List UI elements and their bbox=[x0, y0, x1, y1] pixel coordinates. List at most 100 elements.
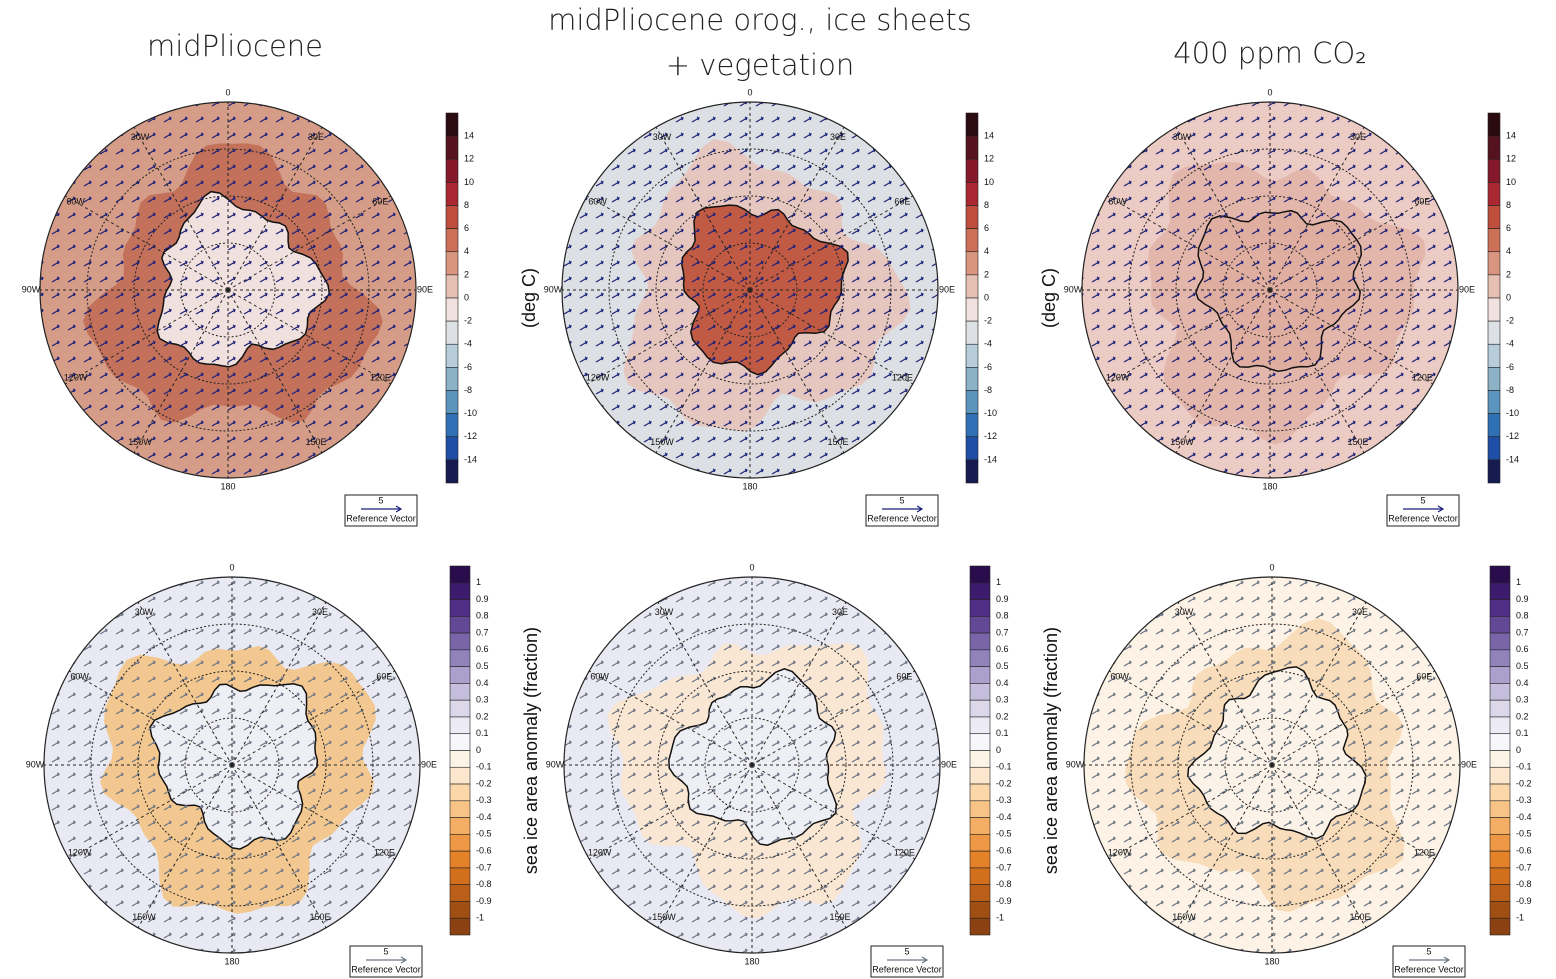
colorbar-tick-label: 0.6 bbox=[1516, 644, 1529, 654]
colorbar-box bbox=[446, 344, 458, 367]
longitude-label: 180 bbox=[220, 481, 235, 491]
column-title: midPliocene bbox=[147, 29, 323, 63]
colorbar-box bbox=[1490, 751, 1510, 768]
colorbar-tick-label: -2 bbox=[1506, 316, 1514, 326]
colorbar-tick-label: -12 bbox=[1506, 431, 1519, 441]
longitude-label: 120E bbox=[374, 847, 395, 857]
colorbar-box bbox=[970, 801, 990, 818]
reference-vector-magnitude: 5 bbox=[904, 946, 909, 956]
colorbar-tick-label: -0.4 bbox=[476, 812, 492, 822]
longitude-label: 150W bbox=[1170, 437, 1194, 447]
colorbar-tick-label: -4 bbox=[1506, 339, 1514, 349]
colorbar-box bbox=[446, 391, 458, 414]
colorbar-box bbox=[970, 717, 990, 734]
longitude-label: 90W bbox=[1066, 759, 1085, 769]
colorbar-tick-label: 0.4 bbox=[476, 678, 489, 688]
colorbar-box bbox=[446, 229, 458, 252]
colorbar-tick-label: -0.9 bbox=[476, 896, 492, 906]
colorbar-tick-label: -4 bbox=[464, 339, 472, 349]
colorbar-box bbox=[446, 252, 458, 275]
colorbar-tick-label: 0.8 bbox=[1516, 611, 1529, 621]
longitude-label: 60E bbox=[894, 196, 910, 206]
colorbar-tick-label: 2 bbox=[984, 269, 989, 279]
colorbar-box bbox=[1490, 851, 1510, 868]
colorbar-tick-label: -2 bbox=[464, 316, 472, 326]
colorbar-tick-label: 0.1 bbox=[996, 728, 1009, 738]
colorbar-box bbox=[446, 460, 458, 483]
colorbar-tick-label: 0.6 bbox=[476, 644, 489, 654]
longitude-label: 60W bbox=[66, 196, 85, 206]
colorbar-box bbox=[450, 818, 470, 835]
longitude-label: 60W bbox=[1108, 196, 1127, 206]
colorbar-box bbox=[970, 633, 990, 650]
colorbar-box bbox=[1488, 298, 1500, 321]
colorbar-box bbox=[970, 734, 990, 751]
colorbar-box bbox=[1490, 784, 1510, 801]
polar-map: 030E60E90E120E150E180150W120W90W60W30W bbox=[1064, 87, 1475, 491]
longitude-label: 180 bbox=[1264, 956, 1279, 966]
longitude-label: 180 bbox=[1262, 481, 1277, 491]
colorbar-tick-label: -0.6 bbox=[1516, 846, 1532, 856]
longitude-label: 0 bbox=[225, 87, 230, 97]
colorbar-tick-label: 0.9 bbox=[1516, 594, 1529, 604]
colorbar-tick-label: -8 bbox=[1506, 385, 1514, 395]
colorbar-box bbox=[450, 566, 470, 583]
longitude-label: 60E bbox=[1416, 671, 1432, 681]
polar-map: 030E60E90E120E150E180150W120W90W60W30W bbox=[1066, 562, 1477, 966]
colorbar-box bbox=[1490, 801, 1510, 818]
colorbar-box bbox=[450, 784, 470, 801]
colorbar-box bbox=[970, 767, 990, 784]
colorbar-box bbox=[1490, 734, 1510, 751]
colorbar-box bbox=[450, 767, 470, 784]
colorbar-box bbox=[1490, 583, 1510, 600]
longitude-label: 30W bbox=[653, 132, 672, 142]
colorbar-box bbox=[1490, 616, 1510, 633]
colorbar-box bbox=[450, 700, 470, 717]
colorbar-box bbox=[446, 182, 458, 205]
colorbar-tick-label: -0.3 bbox=[996, 795, 1012, 805]
colorbar-tick-label: 8 bbox=[1506, 200, 1511, 210]
longitude-label: 90E bbox=[1461, 759, 1477, 769]
colorbar-tick-label: 1 bbox=[476, 577, 481, 587]
longitude-label: 180 bbox=[742, 481, 757, 491]
longitude-label: 0 bbox=[747, 87, 752, 97]
colorbar-box bbox=[450, 633, 470, 650]
colorbar-tick-label: -0.1 bbox=[476, 762, 492, 772]
colorbar-box bbox=[966, 113, 978, 136]
colorbar-box bbox=[1490, 600, 1510, 617]
colorbar-box bbox=[1488, 159, 1500, 182]
longitude-label: 30W bbox=[131, 132, 150, 142]
colorbar-tick-label: -1 bbox=[1516, 913, 1524, 923]
colorbar-box bbox=[450, 600, 470, 617]
colorbar-box bbox=[446, 275, 458, 298]
reference-vector-magnitude: 5 bbox=[1420, 495, 1425, 505]
longitude-label: 30W bbox=[1173, 132, 1192, 142]
colorbar-box bbox=[446, 298, 458, 321]
colorbar-box bbox=[446, 206, 458, 229]
colorbar-tick-label: 0.9 bbox=[476, 594, 489, 604]
longitude-label: 150E bbox=[1349, 912, 1370, 922]
reference-vector-label: Reference Vector bbox=[351, 964, 421, 974]
longitude-label: 30E bbox=[312, 607, 328, 617]
colorbar-tick-label: 0 bbox=[1506, 292, 1511, 302]
colorbar-box bbox=[446, 437, 458, 460]
colorbar-label: (deg C) bbox=[519, 268, 539, 328]
colorbar-box bbox=[966, 159, 978, 182]
colorbar-tick-label: 0.1 bbox=[1516, 728, 1529, 738]
colorbar-tick-label: -0.5 bbox=[1516, 829, 1532, 839]
colorbar-tick-label: 0.1 bbox=[476, 728, 489, 738]
colorbar-box bbox=[970, 583, 990, 600]
colorbar-tick-label: -12 bbox=[984, 431, 997, 441]
colorbar-tick-label: -6 bbox=[1506, 362, 1514, 372]
colorbar-box bbox=[446, 321, 458, 344]
colorbar-tick-label: -0.3 bbox=[1516, 795, 1532, 805]
colorbar-tick-label: -0.1 bbox=[1516, 762, 1532, 772]
colorbar-tick-label: 10 bbox=[464, 177, 474, 187]
colorbar-box bbox=[970, 683, 990, 700]
colorbar-tick-label: -0.3 bbox=[476, 795, 492, 805]
colorbar-tick-label: 1 bbox=[1516, 577, 1521, 587]
colorbar-box bbox=[446, 136, 458, 159]
colorbar-box bbox=[970, 918, 990, 935]
colorbar-box bbox=[1490, 717, 1510, 734]
column-title: 400 ppm CO₂ bbox=[1173, 36, 1367, 70]
